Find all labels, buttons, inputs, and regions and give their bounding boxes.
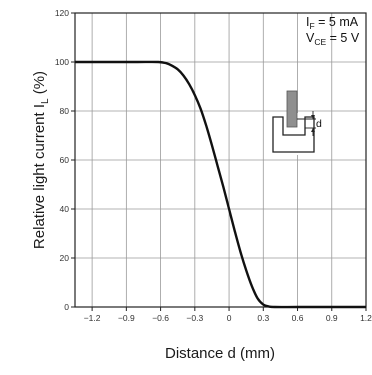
condition-vce: VCE = 5 V [306,31,360,47]
y-tick-label: 0 [64,302,69,312]
sensor-housing [272,116,315,153]
x-tick-label: 0.9 [326,313,338,323]
x-tick-label: 0 [227,313,232,323]
sensor-inset-diagram: d [270,90,322,155]
y-tick-label: 20 [60,253,70,263]
y-tick-label: 100 [55,57,69,67]
x-tick-label: 1.2 [360,313,372,323]
arrowhead-bottom [311,128,315,132]
grid [75,12,367,308]
x-axis-title: Distance d (mm) [165,345,275,362]
x-tick-label: −1.2 [84,313,101,323]
x-tick-label: 0.3 [257,313,269,323]
series-layer [75,60,366,309]
x-tick-label: 0.6 [292,313,304,323]
shutter-plate [286,90,298,128]
operating-conditions: IF = 5 mA VCE = 5 V [306,15,360,47]
axis-ticks: −1.2 −0.9 −0.6 −0.3 0 0.3 0.6 0.9 1.2 0 20 40 60 80 10… [55,8,372,323]
x-tick-label: −0.3 [186,313,203,323]
y-tick-label: 80 [60,106,70,116]
x-tick-label: −0.6 [152,313,169,323]
arrowhead-top [311,115,315,119]
series-line [75,60,366,309]
y-axis-title: Relative light current IL (%) [31,71,51,249]
y-tick-label: 40 [60,204,70,214]
condition-if: IF = 5 mA [306,15,359,31]
x-tick-label: −0.9 [118,313,135,323]
y-tick-label: 120 [55,8,69,18]
inset-label-d: d [316,118,322,130]
y-tick-label: 60 [60,155,70,165]
